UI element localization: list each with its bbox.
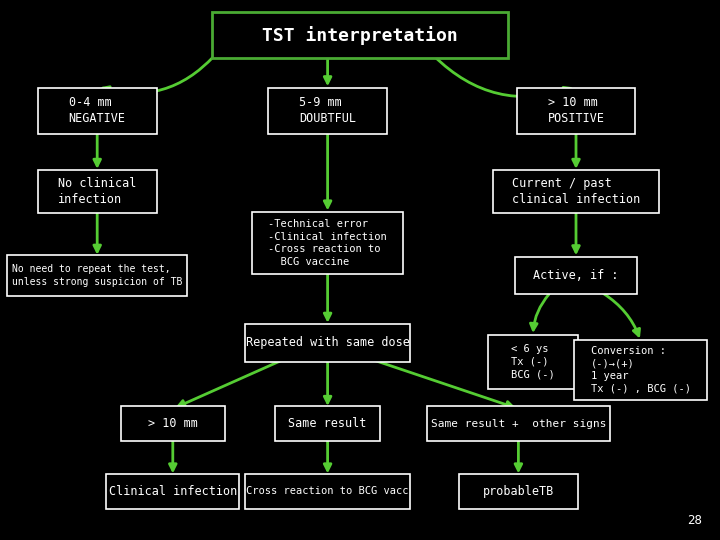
Text: -Technical error
-Clinical infection
-Cross reaction to
  BCG vaccine: -Technical error -Clinical infection -Cr…	[269, 219, 387, 267]
FancyBboxPatch shape	[245, 474, 410, 509]
Text: > 10 mm: > 10 mm	[148, 417, 198, 430]
FancyBboxPatch shape	[515, 256, 637, 294]
Text: Conversion :
(-)→(+)
1 year
Tx (-) , BCG (-): Conversion : (-)→(+) 1 year Tx (-) , BCG…	[591, 346, 690, 394]
Text: probableTB: probableTB	[483, 485, 554, 498]
FancyBboxPatch shape	[38, 87, 157, 133]
Text: 28: 28	[687, 514, 702, 526]
Text: > 10 mm
POSITIVE: > 10 mm POSITIVE	[547, 96, 605, 125]
Text: Same result: Same result	[289, 417, 366, 430]
Text: 5-9 mm
DOUBTFUL: 5-9 mm DOUBTFUL	[299, 96, 356, 125]
FancyBboxPatch shape	[459, 474, 577, 509]
FancyBboxPatch shape	[212, 12, 508, 58]
Text: Same result +  other signs: Same result + other signs	[431, 419, 606, 429]
FancyBboxPatch shape	[38, 170, 157, 213]
FancyBboxPatch shape	[7, 255, 187, 296]
FancyBboxPatch shape	[107, 474, 239, 509]
Text: No need to repeat the test,
unless strong suspicion of TB: No need to repeat the test, unless stron…	[12, 264, 182, 287]
FancyBboxPatch shape	[426, 406, 610, 442]
FancyBboxPatch shape	[575, 340, 707, 400]
Text: TST interpretation: TST interpretation	[262, 25, 458, 45]
FancyBboxPatch shape	[121, 406, 225, 442]
FancyBboxPatch shape	[252, 212, 403, 274]
FancyBboxPatch shape	[245, 324, 410, 362]
FancyBboxPatch shape	[488, 335, 577, 389]
FancyBboxPatch shape	[275, 406, 380, 442]
Text: Repeated with same dose: Repeated with same dose	[246, 336, 410, 349]
Text: No clinical
infection: No clinical infection	[58, 177, 136, 206]
Text: Cross reaction to BCG vacc: Cross reaction to BCG vacc	[246, 487, 409, 496]
FancyBboxPatch shape	[493, 170, 659, 213]
FancyBboxPatch shape	[268, 87, 387, 133]
Text: 0-4 mm
NEGATIVE: 0-4 mm NEGATIVE	[68, 96, 126, 125]
Text: Current / past
clinical infection: Current / past clinical infection	[512, 177, 640, 206]
Text: < 6 ys
Tx (-)
BCG (-): < 6 ys Tx (-) BCG (-)	[511, 345, 554, 379]
Text: Clinical infection: Clinical infection	[109, 485, 237, 498]
FancyBboxPatch shape	[517, 87, 636, 133]
Text: Active, if :: Active, if :	[534, 269, 618, 282]
